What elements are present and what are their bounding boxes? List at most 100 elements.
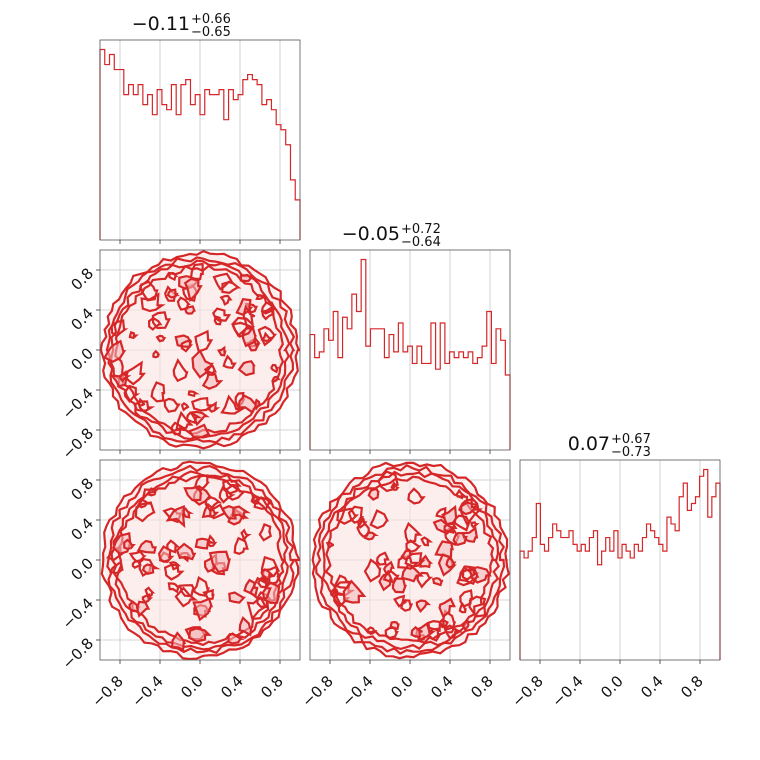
contour-blob bbox=[118, 372, 132, 383]
y-tick-label: 0.8 bbox=[67, 474, 97, 504]
y-tick-label: −0.4 bbox=[59, 384, 97, 422]
contour-rim bbox=[314, 464, 506, 655]
contour-blob bbox=[237, 394, 259, 415]
contour-blob bbox=[356, 518, 370, 538]
contour-blob bbox=[390, 481, 400, 491]
contour-blob bbox=[134, 501, 156, 523]
contour-blob bbox=[377, 470, 399, 493]
contour-blob bbox=[189, 262, 204, 281]
contour-blob bbox=[240, 528, 252, 543]
contour-blob bbox=[461, 568, 480, 581]
contour-blob bbox=[191, 575, 211, 598]
title-lower: −0.64 bbox=[401, 235, 441, 250]
title-median: 0.07 bbox=[568, 433, 610, 455]
contour-blob bbox=[103, 339, 127, 363]
title-upper: +0.66 bbox=[191, 12, 231, 27]
contour-blob bbox=[375, 551, 390, 566]
contour-blob bbox=[458, 602, 467, 614]
contour-blob bbox=[400, 563, 424, 583]
title-upper: +0.72 bbox=[401, 222, 441, 237]
y-tick-label: 0.4 bbox=[67, 304, 97, 334]
contour-blob bbox=[400, 549, 414, 562]
contour-blob bbox=[202, 588, 215, 601]
contour-blob bbox=[124, 360, 147, 386]
contour-blob bbox=[384, 626, 399, 640]
density-blob bbox=[210, 551, 230, 572]
contour-rim bbox=[311, 461, 510, 660]
x-tick-label: 0.4 bbox=[427, 672, 457, 702]
contour-blob bbox=[443, 522, 458, 534]
contour-blob bbox=[168, 561, 182, 571]
contour-panel-0: −0.8−0.4 0.0 0.4 0.8 bbox=[59, 249, 301, 463]
contour-blob bbox=[194, 329, 214, 353]
contour-rim bbox=[100, 250, 300, 450]
contour-blob bbox=[260, 301, 277, 315]
contour-blob bbox=[333, 574, 353, 589]
contour-rim bbox=[321, 470, 501, 651]
density-blob bbox=[111, 372, 128, 387]
contour-blob bbox=[193, 474, 211, 492]
contour-blob bbox=[128, 550, 147, 563]
y-tick-label: 0.4 bbox=[67, 514, 97, 544]
contour-blob bbox=[163, 397, 181, 413]
contour-blob bbox=[128, 330, 139, 339]
contour-blob bbox=[136, 539, 157, 554]
contour-blob bbox=[434, 540, 454, 560]
contour-blob bbox=[222, 354, 237, 369]
contour-blob bbox=[270, 363, 280, 374]
contour-blob bbox=[261, 581, 281, 605]
contour-blob bbox=[174, 586, 199, 608]
y-tick-label: 0.8 bbox=[67, 264, 97, 294]
contour-blob bbox=[254, 398, 261, 411]
contour-blob bbox=[136, 600, 151, 618]
y-tick-label: −0.8 bbox=[59, 424, 97, 462]
contour-blob bbox=[441, 504, 459, 526]
contour-blob bbox=[367, 626, 378, 635]
contour-blob bbox=[452, 531, 468, 547]
contour-blob bbox=[237, 360, 256, 377]
density-blob bbox=[392, 578, 406, 593]
contour-blob bbox=[176, 296, 191, 311]
contour-blob bbox=[178, 584, 196, 598]
contour-blob bbox=[455, 488, 467, 500]
contour-blob bbox=[150, 381, 166, 403]
contour-blob bbox=[166, 288, 179, 299]
contour-blob bbox=[228, 591, 247, 604]
contour-blob bbox=[187, 423, 211, 439]
contour-blob bbox=[255, 294, 265, 301]
contour-blob bbox=[170, 631, 187, 652]
density-blob bbox=[233, 506, 248, 518]
contour-blob bbox=[271, 375, 281, 383]
title-lower: −0.73 bbox=[611, 445, 651, 460]
contour-blob bbox=[221, 281, 242, 295]
x-tick-label: 0.8 bbox=[467, 672, 497, 702]
contour-blob bbox=[405, 539, 422, 553]
contour-blob bbox=[219, 294, 233, 306]
contour-blob bbox=[231, 321, 256, 338]
contour-blob bbox=[175, 542, 197, 561]
contour-blob bbox=[180, 402, 190, 412]
histogram-line bbox=[99, 48, 301, 240]
contour-blob bbox=[363, 558, 382, 583]
contour-blob bbox=[260, 568, 275, 583]
density-blob bbox=[229, 592, 244, 603]
density-blob bbox=[238, 395, 257, 413]
contour-blob bbox=[185, 411, 203, 425]
contour-blob bbox=[420, 536, 434, 547]
contour-blob bbox=[206, 534, 218, 548]
density-blob bbox=[420, 556, 431, 567]
contour-blob bbox=[325, 541, 335, 549]
contour-blob bbox=[241, 327, 257, 348]
contour-blob bbox=[166, 539, 181, 554]
contour-blob bbox=[367, 487, 380, 501]
contour-blob bbox=[123, 384, 141, 404]
contour-blob bbox=[208, 550, 231, 574]
contour-blob bbox=[146, 487, 157, 497]
contour-blob bbox=[438, 597, 456, 619]
contour-blob bbox=[131, 559, 142, 570]
density-blob bbox=[243, 328, 256, 346]
contour-blob bbox=[192, 597, 214, 622]
contour-rim bbox=[115, 473, 286, 647]
contour-blob bbox=[163, 563, 185, 581]
